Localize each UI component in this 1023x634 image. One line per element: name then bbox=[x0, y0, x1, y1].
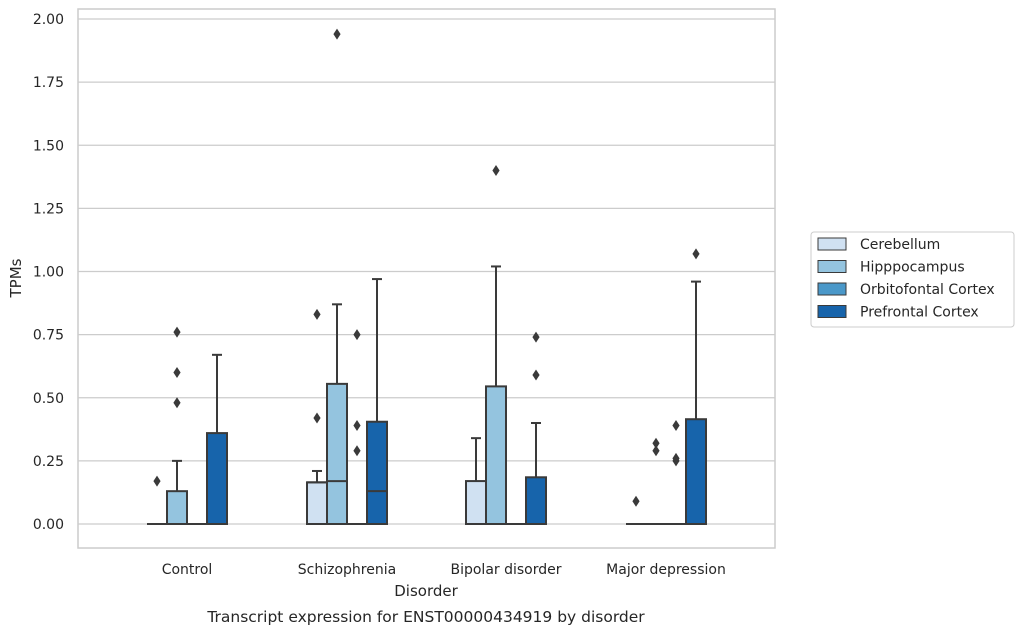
outlier-point bbox=[532, 369, 540, 381]
box bbox=[485, 385, 507, 526]
box-plot bbox=[685, 248, 707, 525]
y-tick-label: 0.50 bbox=[33, 391, 64, 407]
legend-frame bbox=[810, 231, 1015, 328]
box-plot bbox=[306, 308, 328, 525]
box-plot bbox=[525, 331, 547, 526]
outlier-point bbox=[353, 420, 361, 432]
outlier-point bbox=[173, 367, 181, 378]
box bbox=[366, 420, 388, 525]
series-prefrontal-cortex bbox=[206, 248, 707, 526]
y-tick-label: 1.75 bbox=[33, 75, 64, 91]
box bbox=[525, 476, 547, 526]
box-plot bbox=[166, 326, 188, 525]
series-orbitofontal-cortex bbox=[187, 329, 686, 525]
box-plot bbox=[206, 353, 228, 526]
chart-caption: Transcript expression for ENST0000043491… bbox=[206, 608, 645, 626]
box-plot bbox=[326, 28, 348, 525]
outlier-point bbox=[313, 412, 321, 424]
outlier-point bbox=[353, 329, 361, 341]
plot-frame bbox=[77, 8, 776, 549]
x-axis-label: Disorder bbox=[394, 582, 458, 600]
y-tick-label: 1.00 bbox=[33, 265, 64, 281]
y-tick-label: 1.50 bbox=[33, 138, 64, 154]
outlier-point bbox=[652, 445, 660, 457]
box-plot bbox=[465, 437, 487, 526]
x-tick-label: Schizophrenia bbox=[298, 562, 396, 578]
legend-label: Cerebellum bbox=[860, 237, 940, 253]
outlier-point bbox=[333, 28, 341, 40]
outlier-point bbox=[672, 420, 680, 432]
legend-swatch bbox=[817, 282, 847, 296]
outlier-point bbox=[672, 452, 680, 464]
box-plot bbox=[485, 165, 507, 526]
gridlines bbox=[78, 18, 775, 525]
outlier-point bbox=[153, 475, 161, 487]
x-tick-labels: Control Schizophrenia Bipolar disorder Majo… bbox=[162, 562, 726, 578]
outlier-point bbox=[173, 397, 181, 409]
legend-label: Hipppocampus bbox=[860, 260, 965, 276]
y-tick-label: 0.25 bbox=[33, 454, 64, 470]
box bbox=[326, 382, 348, 525]
y-tick-label: 2.00 bbox=[33, 12, 64, 28]
legend-label: Prefrontal Cortex bbox=[860, 305, 979, 321]
y-tick-label: 0.75 bbox=[33, 328, 64, 344]
legend-swatch bbox=[817, 305, 847, 318]
box-plot bbox=[666, 420, 686, 525]
x-tick-label: Control bbox=[162, 562, 213, 578]
y-tick-label: 1.25 bbox=[33, 201, 64, 217]
outlier-point bbox=[692, 248, 700, 260]
box-plot bbox=[626, 495, 646, 525]
legend-swatch bbox=[817, 260, 847, 273]
box bbox=[465, 480, 487, 526]
box-plot bbox=[347, 329, 367, 525]
outlier-point bbox=[173, 326, 181, 338]
box bbox=[685, 418, 707, 525]
box-plot bbox=[366, 278, 388, 525]
x-tick-label: Major depression bbox=[606, 562, 726, 578]
outlier-point bbox=[632, 495, 640, 507]
box-plot bbox=[646, 437, 666, 525]
x-tick-label: Bipolar disorder bbox=[450, 562, 561, 578]
box-plot bbox=[147, 475, 167, 525]
box bbox=[206, 432, 228, 526]
legend: Cerebellum Hipppocampus Orbitofontal Corte… bbox=[810, 231, 1015, 328]
y-axis-label: TPMs bbox=[7, 258, 25, 298]
outlier-point bbox=[492, 165, 500, 176]
series-hipppocampus bbox=[166, 28, 666, 526]
legend-label: Orbitofontal Cortex bbox=[860, 282, 995, 298]
outlier-point bbox=[652, 437, 660, 449]
box bbox=[306, 481, 328, 525]
y-tick-label: 0.00 bbox=[33, 517, 64, 533]
box-plot-series bbox=[147, 28, 707, 526]
outlier-point bbox=[313, 308, 321, 320]
outlier-point bbox=[353, 445, 361, 457]
y-tick-labels: 0.00 0.25 0.50 0.75 1.00 1.25 1.50 1.75 2.00 bbox=[33, 12, 64, 533]
box bbox=[166, 490, 188, 525]
axes bbox=[77, 8, 776, 549]
legend-swatch bbox=[817, 237, 847, 251]
outlier-point bbox=[532, 331, 540, 343]
